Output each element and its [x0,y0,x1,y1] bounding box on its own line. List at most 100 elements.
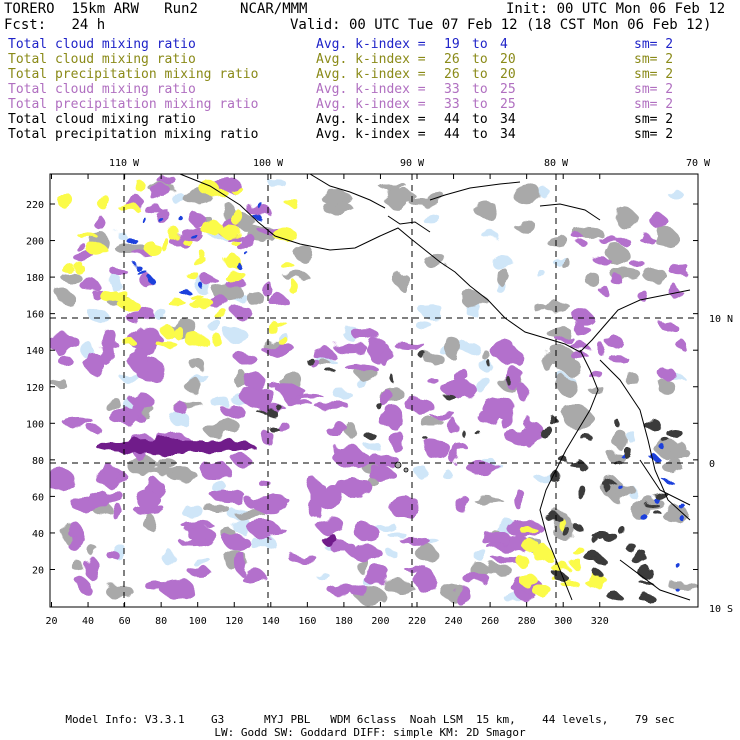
header-valid: Valid: 00 UTC Tue 07 Feb 12 (18 CST Mon … [290,17,712,33]
x-tick-label: 120 [225,616,243,627]
header-forecast: Fcst: 24 h [4,17,106,33]
axes: 20 40 60 80 100 120 140 160 180 200 220 240 260 280 30… [26,158,733,627]
legend-kindex-start: 26 [444,52,460,67]
legend-kindex-end: 34 [500,112,516,127]
x-tick-label: 200 [371,616,389,627]
plot-frame [49,173,699,608]
latitude-label: 0 [709,459,715,470]
x-tick-label: 240 [445,616,463,627]
dark-cloud-mid [257,352,510,442]
legend-kindex-to: to [472,97,488,112]
coastline [539,203,601,221]
legend-field-name: Total precipitation mixing ratio [8,97,259,112]
latitude-label: 10 S [709,604,733,615]
legend-field-name: Total cloud mixing ratio [8,82,196,97]
blue-cloud [124,200,262,293]
field-layer [50,176,698,606]
legend-field-name: Total cloud mixing ratio [8,112,196,127]
legend-kindex-start: 44 [444,127,460,142]
legend-smoothing: sm= 2 [634,37,674,52]
legend-kindex-end: 25 [500,82,516,97]
y-tick-label: 100 [26,419,44,430]
legend-kindex-end: 20 [500,52,516,67]
legend-smoothing: sm= 2 [634,82,674,97]
longitude-label: 80 W [544,158,569,169]
coastline [599,359,691,521]
legend-kindex-label: Avg. k-index = [316,37,426,52]
legend-smoothing: sm= 2 [634,97,674,112]
legend-field-name: Total cloud mixing ratio [8,37,196,52]
longitude-label: 90 W [400,158,425,169]
y-tick-label: 140 [26,346,44,357]
longitude-label: 70 W [686,158,711,169]
coastline [639,459,691,506]
x-tick-label: 180 [335,616,353,627]
header-init: Init: 00 UTC Mon 06 Feb 12 [506,1,726,17]
x-tick-label: 20 [45,616,57,627]
x-tick-label: 160 [298,616,316,627]
y-tick-label: 220 [26,200,44,211]
legend-kindex-label: Avg. k-index = [316,67,426,82]
legend-kindex-start: 26 [444,67,460,82]
dark-cloud [538,416,683,604]
y-tick-label: 120 [26,383,44,394]
legend-smoothing: sm= 2 [634,52,674,67]
coastline [429,181,521,201]
footer-model-info: Model Info: V3.3.1 G3 MYJ PBL WDM 6class… [65,713,675,726]
legend-smoothing: sm= 2 [634,67,674,82]
legend-kindex-end: 34 [500,127,516,142]
coastline [309,174,386,209]
legend-kindex-start: 33 [444,97,460,112]
legend-kindex-start: 19 [444,37,460,52]
x-tick-label: 300 [554,616,572,627]
legend-kindex-to: to [472,112,488,127]
legend-kindex-to: to [472,52,488,67]
yellow-cloud-south [515,517,607,597]
y-tick-label: 160 [26,310,44,321]
x-tick-label: 320 [591,616,609,627]
y-tick-label: 180 [26,273,44,284]
legend-kindex-label: Avg. k-index = [316,112,426,127]
gridlines [50,174,698,607]
legend-kindex-label: Avg. k-index = [316,127,426,142]
purple-cloud [50,326,543,606]
legend-kindex-to: to [472,127,488,142]
legend-kindex-to: to [472,82,488,97]
x-tick-label: 260 [481,616,499,627]
legend-kindex-label: Avg. k-index = [316,97,426,112]
x-tick-label: 280 [518,616,536,627]
dark-purple-band [95,438,338,546]
y-tick-label: 200 [26,237,44,248]
coastline [387,215,431,233]
coastline [539,349,599,601]
legend-smoothing: sm= 2 [634,127,674,142]
legend-kindex-end: 4 [500,37,508,52]
y-tick-label: 20 [32,566,44,577]
x-tick-label: 140 [262,616,280,627]
legend-kindex-label: Avg. k-index = [316,82,426,97]
legend-field-name: Total precipitation mixing ratio [8,127,259,142]
y-tick-label: 60 [32,492,44,503]
yellow-cloud [55,180,299,348]
x-tick-label: 80 [155,616,167,627]
legend-smoothing: sm= 2 [634,112,674,127]
header-model: TORERO 15km ARW Run2 NCAR/MMM [4,1,308,17]
longitude-label: 100 W [253,158,284,169]
legend-kindex-label: Avg. k-index = [316,52,426,67]
x-tick-label: 60 [119,616,131,627]
legend-kindex-to: to [472,67,488,82]
x-tick-label: 40 [82,616,94,627]
legend-field-name: Total cloud mixing ratio [8,52,196,67]
latitude-label: 10 N [709,314,733,325]
y-tick-label: 80 [32,456,44,467]
x-tick-label: 220 [408,616,426,627]
legend-kindex-end: 20 [500,67,516,82]
legend-kindex-start: 44 [444,112,460,127]
y-tick-label: 40 [32,529,44,540]
legend-kindex-start: 33 [444,82,460,97]
footer-physics-info: LW: Godd SW: Goddard DIFF: simple KM: 2D… [214,726,526,739]
galapagos-island [403,467,409,473]
x-tick-label: 100 [189,616,207,627]
legend-field-name: Total precipitation mixing ratio [8,67,259,82]
